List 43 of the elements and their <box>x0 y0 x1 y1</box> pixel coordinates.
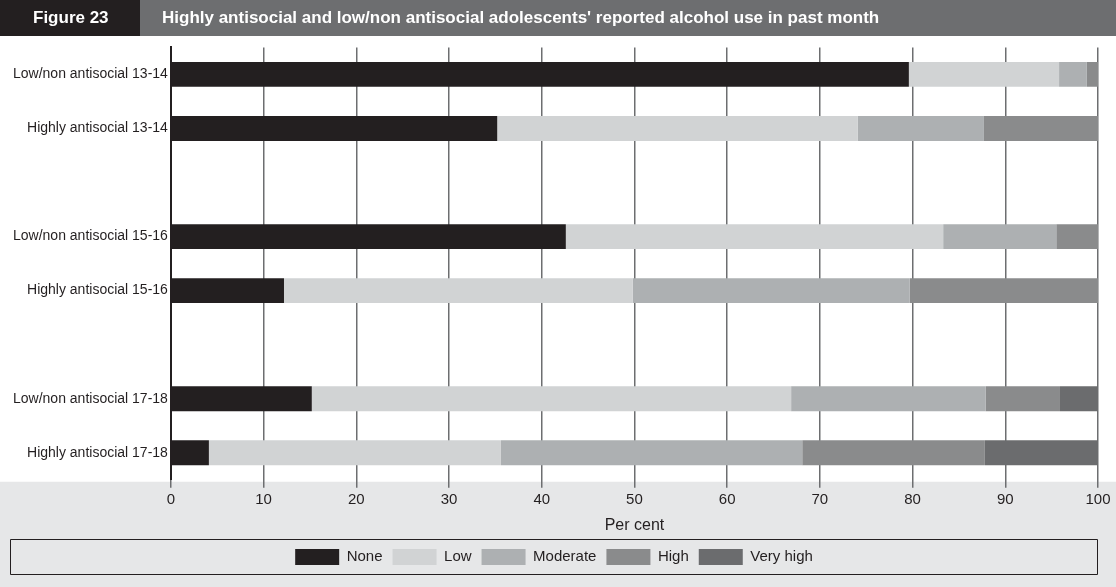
legend-label: High <box>657 547 689 565</box>
bar <box>908 61 1060 87</box>
x-axis-title: Per cent <box>604 515 665 533</box>
y-tick-label: Low/non antisocial 13-14 <box>12 65 169 82</box>
bar <box>1086 61 1098 87</box>
bar <box>943 224 1057 250</box>
x-tick-label: 50 <box>626 489 643 507</box>
x-tick-label: 70 <box>811 489 829 507</box>
x-tick-label: 40 <box>533 489 551 507</box>
x-tick-label: 90 <box>996 489 1014 507</box>
x-tick-label: 30 <box>440 489 458 507</box>
bar <box>983 116 1098 141</box>
bar <box>791 386 986 412</box>
caption: Figure 23 <box>0 0 140 36</box>
legend-label: Moderate <box>533 547 597 565</box>
bar <box>497 116 858 141</box>
bar <box>857 116 984 141</box>
bar <box>1059 61 1087 87</box>
legend-label: Very high <box>750 547 813 565</box>
x-tick-label: 60 <box>718 489 736 507</box>
bar <box>565 224 944 250</box>
bar <box>802 440 985 466</box>
y-tick-label: Low/non antisocial 17-18 <box>12 389 169 406</box>
y-tick-label: Highly antisocial 17-18 <box>27 443 169 460</box>
bar <box>208 440 501 466</box>
x-tick-label: 80 <box>904 489 921 507</box>
bar <box>283 278 633 304</box>
legend-label: Low <box>444 547 472 565</box>
x-tick-label: 20 <box>347 489 365 507</box>
x-tick-label: 100 <box>1085 489 1111 507</box>
legend-label: None <box>346 547 383 565</box>
bar <box>909 278 1098 304</box>
x-tick-label: 0 <box>166 489 176 507</box>
bar <box>985 386 1060 412</box>
bar <box>311 386 792 412</box>
bar <box>500 440 803 466</box>
y-tick-label: Low/non antisocial 15-16 <box>12 227 169 244</box>
x-tick-label: 10 <box>255 489 272 507</box>
bar <box>632 278 910 304</box>
bar <box>1056 224 1098 250</box>
chart-title: Highly antisocial and low/non antisocial adolescents' reported alcohol use in past month <box>161 8 880 28</box>
y-tick-label: Highly antisocial 13-14 <box>27 119 169 136</box>
y-tick-label: Highly antisocial 15-16 <box>27 281 169 298</box>
